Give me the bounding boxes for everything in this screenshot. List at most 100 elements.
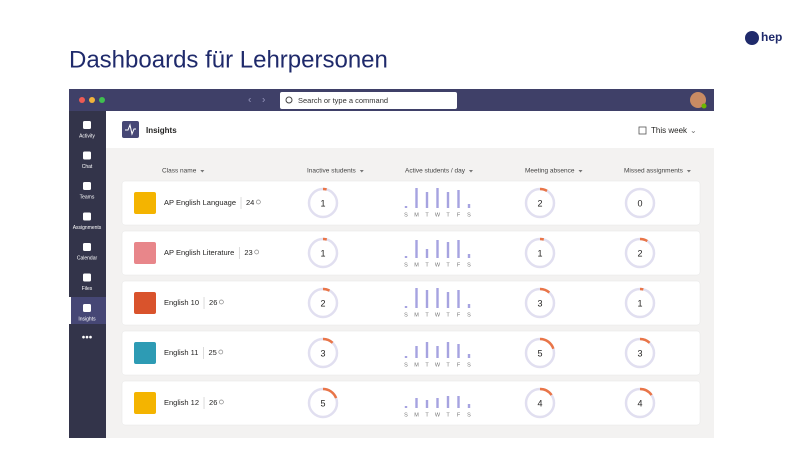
rail-icon[interactable]: [83, 212, 91, 221]
more-apps[interactable]: •••: [82, 333, 93, 344]
weekday-label: T: [425, 412, 429, 418]
back-button[interactable]: ‹: [248, 95, 251, 106]
activity-bar: [457, 290, 460, 308]
activity-bar: [446, 242, 450, 258]
activity-bar: [425, 249, 429, 258]
weekday-label: T: [425, 262, 429, 268]
ring-value: 1: [537, 248, 542, 258]
rail-label[interactable]: Calendar: [77, 255, 98, 261]
window-close[interactable]: [79, 97, 85, 103]
weekday-label: T: [446, 212, 450, 218]
class-icon: [134, 192, 156, 214]
class-name[interactable]: English 10: [164, 298, 199, 307]
column-header[interactable]: Class name: [162, 168, 197, 175]
weekday-label: M: [414, 362, 419, 368]
ring-arc: [524, 237, 556, 269]
weekday-label: M: [414, 262, 419, 268]
ring-value: 1: [320, 198, 325, 208]
rail-label[interactable]: Files: [82, 286, 93, 292]
rail-label[interactable]: Teams: [80, 194, 95, 200]
activity-bar: [425, 192, 429, 208]
ring-value: 2: [637, 248, 642, 258]
activity-bar: [446, 292, 450, 308]
period[interactable]: This week: [651, 126, 688, 135]
activity-bar: [467, 404, 471, 408]
weekday-label: M: [414, 212, 419, 218]
weekday-label: F: [457, 212, 461, 218]
ring-value: 3: [537, 298, 542, 308]
class-name[interactable]: AP English Literature: [164, 248, 234, 257]
window-minimize[interactable]: [89, 97, 95, 103]
weekday-label: F: [457, 362, 461, 368]
student-icon: [219, 399, 224, 405]
activity-bar: [415, 398, 418, 408]
header: [106, 111, 714, 148]
rail-icon[interactable]: [83, 182, 91, 190]
weekday-label: W: [435, 212, 441, 218]
logo-dot: [745, 31, 759, 45]
activity-bar: [457, 344, 460, 358]
activity-bar: [467, 304, 471, 308]
weekday-label: S: [404, 412, 408, 418]
rail-icon[interactable]: [83, 273, 91, 282]
calendar-icon: [638, 126, 647, 135]
activity-bar: [436, 240, 439, 258]
weekday-label: W: [435, 262, 441, 268]
rail-label[interactable]: Chat: [82, 164, 93, 170]
student-count: 24: [246, 198, 254, 207]
window-maximize[interactable]: [99, 97, 105, 103]
activity-bar: [436, 188, 439, 208]
activity-bar: [404, 206, 408, 208]
rail-icon[interactable]: [83, 304, 91, 312]
period-chevron[interactable]: ⌄: [690, 126, 697, 135]
activity-bar: [415, 240, 418, 258]
sort-arrow: [359, 170, 364, 173]
weekday-label: M: [414, 312, 419, 318]
class-row[interactable]: [121, 180, 701, 226]
class-icon: [134, 392, 156, 414]
weekday-label: F: [457, 312, 461, 318]
rail-label[interactable]: Activity: [79, 133, 95, 139]
student-icon: [254, 249, 260, 255]
student-count: 25: [208, 348, 216, 357]
logo: hep: [761, 30, 782, 44]
column-header[interactable]: Meeting absence: [525, 168, 575, 175]
ring-arc: [524, 287, 556, 319]
ring-value: 4: [537, 398, 542, 408]
activity-bar: [446, 192, 450, 208]
class-row[interactable]: [121, 280, 701, 326]
weekday-label: T: [446, 312, 450, 318]
activity-bar: [457, 396, 460, 408]
weekday-label: T: [446, 362, 450, 368]
rail-label[interactable]: Assignments: [73, 225, 102, 231]
ring-arc: [307, 337, 339, 369]
class-name[interactable]: English 11: [164, 348, 198, 357]
class-row[interactable]: [121, 330, 701, 376]
column-header[interactable]: Missed assignments: [624, 168, 684, 175]
column-header[interactable]: Active students / day: [405, 168, 466, 175]
rail-icon[interactable]: [83, 151, 91, 160]
avatar[interactable]: [690, 92, 706, 108]
presence: [701, 103, 707, 109]
weekday-label: S: [467, 212, 471, 218]
class-name[interactable]: English 12: [164, 398, 199, 407]
search-box[interactable]: [280, 92, 457, 109]
rail-label[interactable]: Insights: [78, 316, 96, 322]
ring-value: 4: [637, 398, 642, 408]
sort-arrow: [468, 170, 473, 173]
forward-button[interactable]: ›: [262, 95, 265, 106]
class-row[interactable]: [121, 380, 701, 426]
weekday-label: S: [467, 312, 471, 318]
ring-arc: [307, 287, 339, 319]
activity-bar: [457, 240, 460, 258]
page-title: Insights: [146, 126, 177, 135]
weekday-label: S: [404, 212, 408, 218]
ring-arc: [524, 387, 556, 419]
column-header[interactable]: Inactive students: [307, 168, 357, 175]
rail-icon[interactable]: [83, 121, 91, 129]
class-row[interactable]: [121, 230, 701, 276]
rail-icon[interactable]: [83, 243, 91, 251]
rail-active-marker: [69, 297, 71, 324]
activity-bar: [457, 190, 460, 208]
class-name[interactable]: AP English Language: [164, 198, 236, 207]
